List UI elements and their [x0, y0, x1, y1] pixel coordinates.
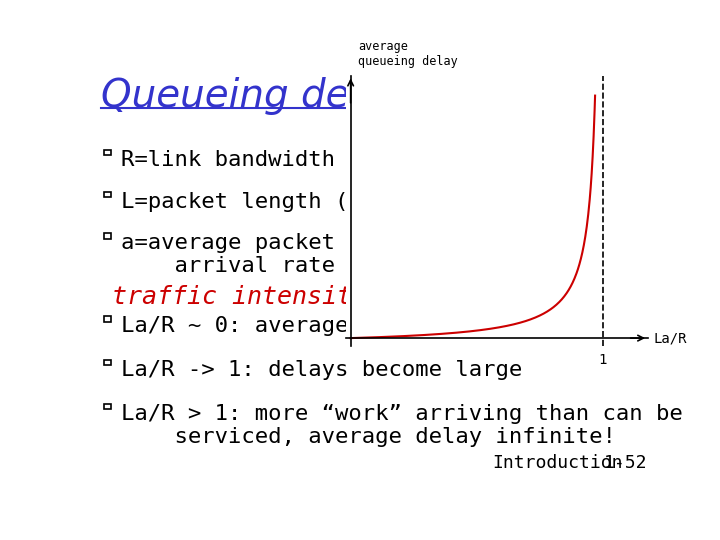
Text: La/R: La/R — [653, 331, 687, 345]
FancyBboxPatch shape — [104, 233, 111, 239]
Text: R=link bandwidth (bps): R=link bandwidth (bps) — [121, 150, 415, 170]
Text: Introduction: Introduction — [492, 454, 622, 472]
Text: L=packet length (bits): L=packet length (bits) — [121, 192, 415, 212]
Text: average
queueing delay: average queueing delay — [359, 40, 458, 68]
Text: traffic intensity = La/R: traffic intensity = La/R — [112, 285, 472, 309]
Text: La/R ~ 0: average queueing delay small: La/R ~ 0: average queueing delay small — [121, 316, 629, 336]
Text: 1: 1 — [598, 353, 607, 367]
Text: Queueing delay (revisited): Queueing delay (revisited) — [101, 77, 618, 115]
Text: a=average packet
    arrival rate: a=average packet arrival rate — [121, 233, 335, 276]
Text: 1-52: 1-52 — [603, 454, 647, 472]
Text: La/R -> 1: delays become large: La/R -> 1: delays become large — [121, 360, 522, 380]
Text: La/R > 1: more “work” arriving than can be
    serviced, average delay infinite!: La/R > 1: more “work” arriving than can … — [121, 404, 683, 447]
FancyBboxPatch shape — [104, 316, 111, 322]
FancyBboxPatch shape — [104, 404, 111, 409]
FancyBboxPatch shape — [104, 360, 111, 366]
FancyBboxPatch shape — [104, 150, 111, 156]
FancyBboxPatch shape — [104, 192, 111, 197]
